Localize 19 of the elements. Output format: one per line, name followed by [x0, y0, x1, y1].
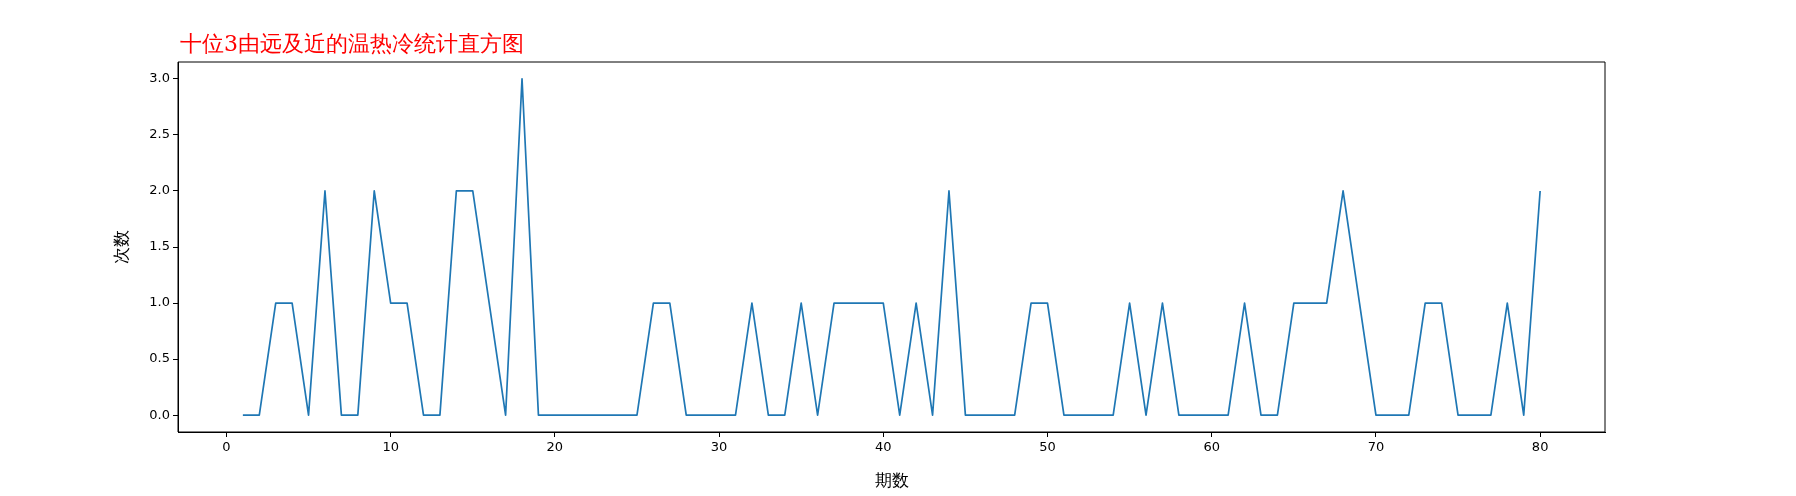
x-tick-label: 70 [1367, 439, 1385, 455]
x-tick-label: 0 [222, 439, 231, 455]
chart-title: 十位3由远及近的温热冷统计直方图 [180, 30, 524, 56]
y-tick-label: 0.0 [149, 406, 170, 422]
x-tick-label: 10 [382, 439, 399, 455]
x-tick-label: 30 [710, 439, 728, 455]
x-axis-title: 期数 [874, 470, 909, 491]
y-axis-title: 次数 [110, 230, 131, 264]
x-tick-label: 60 [1203, 439, 1220, 455]
x-tick-label: 40 [875, 439, 892, 455]
y-tick-label: 0.5 [149, 350, 170, 366]
x-tick-label: 80 [1531, 439, 1549, 455]
y-tick-label: 2.5 [149, 126, 170, 142]
y-tick-label: 1.5 [149, 238, 170, 254]
y-tick-label: 1.0 [149, 294, 170, 310]
y-tick-label: 3.0 [149, 70, 170, 86]
y-tick-label: 2.0 [149, 182, 170, 198]
x-tick-label: 20 [546, 439, 564, 455]
x-tick-label: 50 [1039, 439, 1056, 455]
